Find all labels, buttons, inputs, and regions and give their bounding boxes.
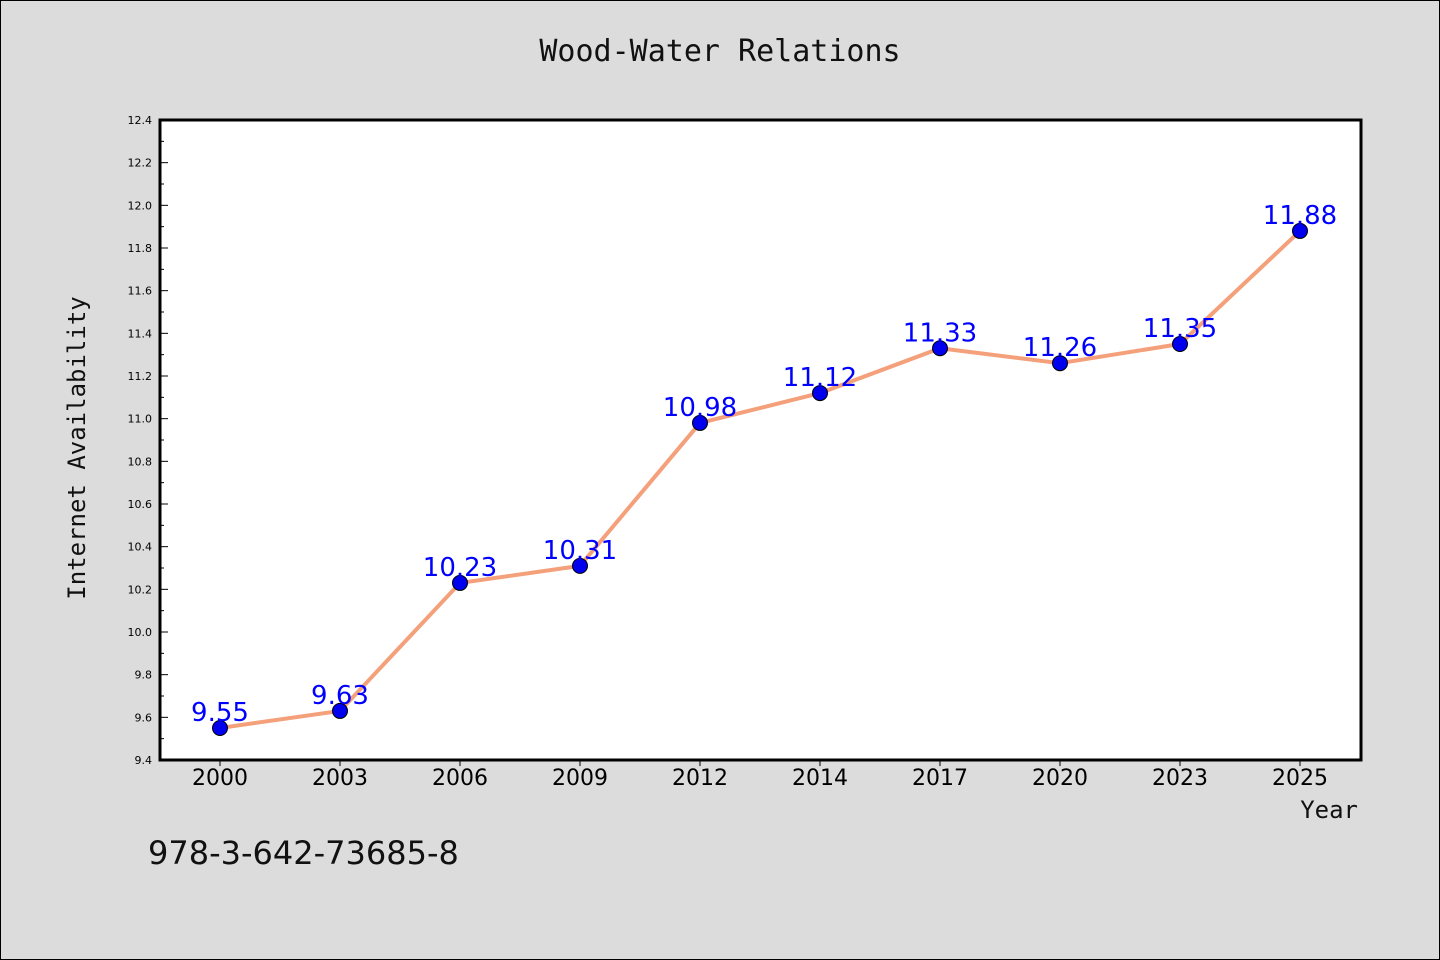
x-tick-label: 2023: [1152, 766, 1208, 791]
data-label: 9.63: [311, 681, 369, 711]
y-tick-label: 12.0: [128, 199, 153, 212]
y-tick-label: 11.8: [128, 242, 153, 255]
data-point: [452, 574, 468, 591]
data-point: [572, 557, 588, 574]
x-tick-label: 2017: [912, 766, 968, 791]
y-tick-label: 11.6: [128, 285, 153, 298]
data-label: 11.88: [1263, 201, 1337, 231]
data-point: [1052, 355, 1068, 372]
y-tick-label: 9.8: [135, 669, 153, 682]
data-point: [1292, 222, 1308, 239]
x-axis-label: Year: [1300, 796, 1358, 824]
series-layer: [212, 222, 1308, 736]
x-tick-label: 2006: [432, 766, 488, 791]
y-tick-label: 9.4: [135, 754, 153, 767]
data-label: 11.26: [1023, 333, 1097, 363]
y-axis: 9.4 9.6 9.8 10.0 10.2 10.4 10.6 10.8 11.0 11.2 11.…: [128, 114, 168, 767]
y-tick-label: 9.6: [135, 711, 153, 724]
x-tick-label: 2003: [312, 766, 368, 791]
data-label: 10.98: [663, 393, 737, 423]
data-label: 10.23: [423, 553, 497, 583]
data-point: [812, 385, 828, 402]
data-point: [692, 414, 708, 431]
y-tick-label: 10.8: [128, 455, 153, 468]
data-label-layer: 9.55 9.63 10.23 10.31 10.98 11.12 11.33 11.26 11…: [191, 201, 1337, 728]
y-tick-label: 12.2: [128, 157, 153, 170]
x-tick-label: 2000: [192, 766, 248, 791]
y-tick-label: 10.4: [128, 541, 153, 554]
data-label: 11.33: [903, 318, 977, 348]
y-tick-label: 10.2: [128, 583, 153, 596]
y-tick-label: 11.2: [128, 370, 153, 383]
y-tick-label: 10.6: [128, 498, 153, 511]
data-label: 10.31: [543, 536, 617, 566]
x-tick-label: 2025: [1272, 766, 1328, 791]
y-tick-label: 11.0: [128, 413, 153, 426]
data-label: 11.12: [783, 363, 857, 393]
data-point: [332, 702, 348, 719]
data-point: [212, 720, 228, 736]
y-tick-label: 10.0: [128, 626, 153, 639]
y-tick-label: 12.4: [128, 114, 153, 127]
plot-area: [158, 118, 1363, 762]
data-point: [932, 340, 948, 357]
data-label: 9.55: [191, 698, 249, 728]
x-tick-label: 2009: [552, 766, 608, 791]
isbn-text: 978-3-642-73685-8: [148, 834, 459, 872]
chart-title: Wood-Water Relations: [539, 34, 901, 69]
y-tick-label: 11.4: [128, 327, 153, 340]
x-tick-label: 2020: [1032, 766, 1088, 791]
data-point: [1172, 336, 1188, 352]
x-axis: 2000 2003 2006 2009 2012 2014 2017 2020 2023 2025: [192, 760, 1328, 791]
x-tick-label: 2012: [672, 766, 728, 791]
series-line: [218, 228, 1302, 730]
x-tick-label: 2014: [792, 766, 848, 791]
data-label: 11.35: [1143, 314, 1217, 344]
